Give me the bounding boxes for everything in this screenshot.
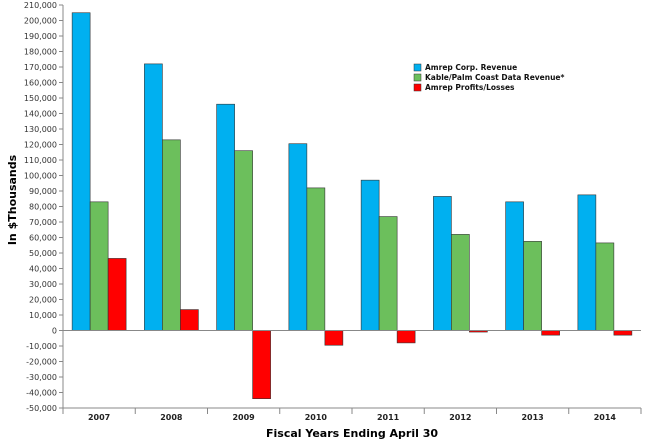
legend-swatch (413, 63, 422, 72)
bar-amrep-corp-revenue-2007 (71, 12, 91, 331)
y-tick-label: -50,000 (26, 404, 57, 413)
bar-amrep-corp-revenue-2009 (216, 103, 235, 331)
x-tick-label: 2013 (521, 413, 543, 422)
y-tick-label: 30,000 (29, 280, 57, 289)
bar-amrep-corp-revenue-2011 (360, 179, 380, 331)
bars (71, 12, 633, 399)
x-tick-label: 2011 (377, 413, 400, 422)
y-tick-label: 90,000 (29, 187, 57, 196)
x-tick-label: 2008 (160, 413, 183, 422)
bar-amrep-corp-revenue-2008 (144, 63, 163, 331)
bar-amrep-corp-revenue-2013 (505, 201, 524, 331)
y-tick-label: -20,000 (26, 358, 57, 367)
y-tick-label: 160,000 (24, 79, 57, 88)
bar-kable-palm-coast-data-revenue-2013 (523, 241, 542, 331)
y-tick-label: 110,000 (24, 156, 57, 165)
bar-amrep-corp-revenue-2010 (288, 143, 308, 331)
x-tick-label: 2007 (88, 413, 110, 422)
x-tick-label: 2012 (449, 413, 471, 422)
y-tick-label: 10,000 (29, 311, 57, 320)
legend-label: Kable/Palm Coast Data Revenue* (425, 73, 565, 82)
y-tick-label: 190,000 (24, 32, 57, 41)
legend-label: Amrep Profits/Losses (425, 83, 515, 92)
y-tick-label: 80,000 (29, 203, 57, 212)
y-axis-ticks: -50,000 -40,000 -30,000 -20,000 -10,000 0 10,0… (24, 1, 63, 413)
y-tick-label: 50,000 (29, 249, 57, 258)
y-tick-label: -40,000 (26, 389, 57, 398)
y-tick-label: 140,000 (24, 110, 57, 119)
bar-amrep-profits-losses-2011 (396, 330, 416, 344)
legend-swatch (413, 73, 422, 82)
y-tick-label: 0 (52, 327, 57, 336)
x-tick-label: 2010 (305, 413, 328, 422)
bar-amrep-profits-losses-2014 (613, 330, 633, 336)
y-tick-label: 150,000 (24, 94, 57, 103)
y-tick-label: 170,000 (24, 63, 57, 72)
bar-amrep-profits-losses-2009 (252, 330, 271, 399)
bar-kable-palm-coast-data-revenue-2014 (595, 242, 615, 331)
x-axis-ticks: 2007 2008 2009 2010 2011 2012 2013 2014 (62, 408, 642, 422)
y-tick-label: 210,000 (24, 1, 57, 10)
y-tick-label: 200,000 (24, 17, 57, 26)
legend-label: Amrep Corp. Revenue (425, 63, 517, 72)
bar-amrep-corp-revenue-2014 (577, 194, 597, 331)
bar-kable-palm-coast-data-revenue-2008 (162, 139, 181, 331)
bar-kable-palm-coast-data-revenue-2009 (234, 150, 253, 331)
y-tick-label: 20,000 (29, 296, 57, 305)
bar-amrep-profits-losses-2008 (180, 309, 199, 331)
bar-amrep-profits-losses-2010 (324, 330, 344, 346)
y-tick-label: 180,000 (24, 48, 57, 57)
x-tick-label: 2009 (232, 413, 255, 422)
y-tick-label: 130,000 (24, 125, 57, 134)
y-tick-label: 40,000 (29, 265, 57, 274)
bar-kable-palm-coast-data-revenue-2011 (378, 216, 398, 331)
y-tick-label: 60,000 (29, 234, 57, 243)
bar-amrep-profits-losses-2007 (107, 258, 127, 331)
y-tick-label: -10,000 (26, 342, 57, 351)
bar-kable-palm-coast-data-revenue-2007 (89, 201, 109, 331)
y-tick-label: 100,000 (24, 172, 57, 181)
y-tick-label: 120,000 (24, 141, 57, 150)
bar-kable-palm-coast-data-revenue-2010 (306, 187, 326, 331)
bar-amrep-profits-losses-2013 (541, 330, 560, 336)
y-tick-label: -30,000 (26, 373, 57, 382)
y-tick-label: 70,000 (29, 218, 57, 227)
legend-swatch (413, 83, 422, 92)
x-tick-label: 2014 (594, 413, 617, 422)
bar-amrep-corp-revenue-2012 (433, 196, 452, 331)
bar-kable-palm-coast-data-revenue-2012 (451, 234, 470, 331)
x-axis-title: Fiscal Years Ending April 30 (266, 427, 438, 440)
y-axis-title: In $Thousands (6, 154, 19, 245)
